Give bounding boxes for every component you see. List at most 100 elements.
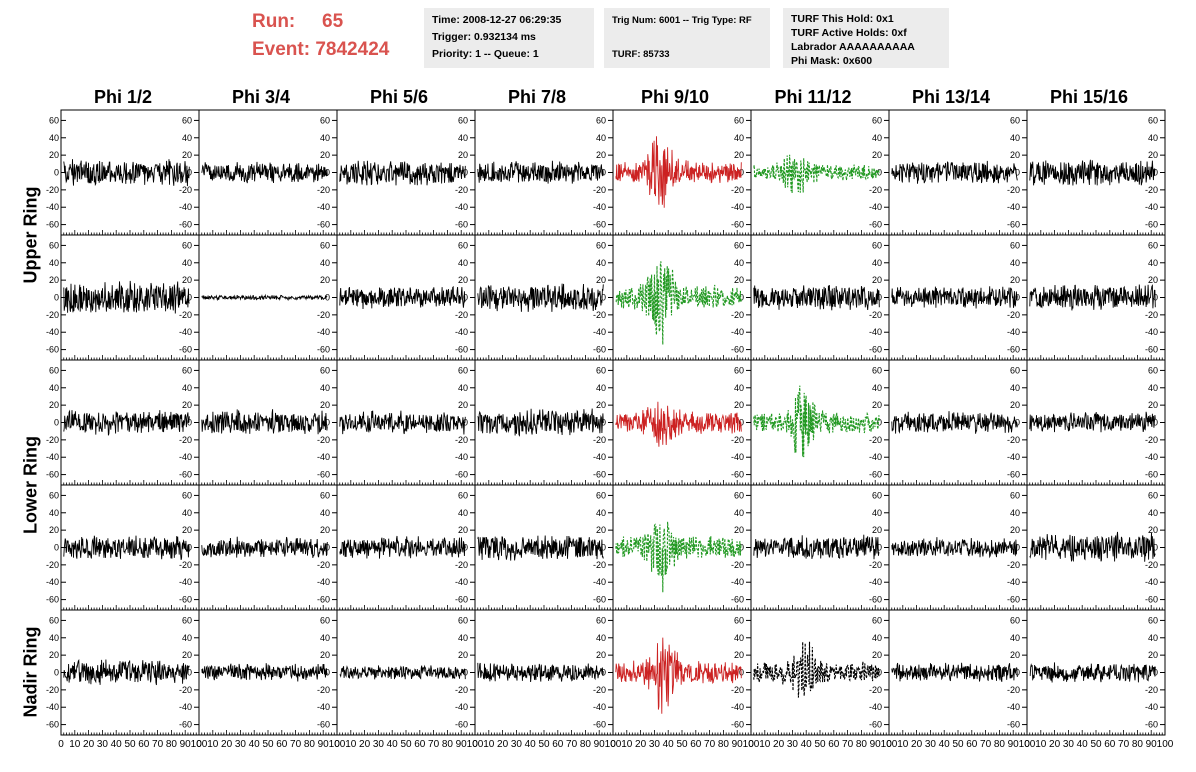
y-tick-label: 40: [49, 383, 59, 393]
y-tick-label: -60: [179, 470, 192, 480]
y-tick-label: 20: [596, 275, 606, 285]
x-tick-label: 0: [610, 739, 616, 750]
y-tick-label: 40: [1010, 508, 1020, 518]
waveform-trace: [1029, 283, 1156, 311]
y-tick-label: -60: [593, 470, 606, 480]
y-tick-label: -20: [593, 310, 606, 320]
waveform-trace: [891, 160, 1018, 184]
x-tick-label: 10: [759, 739, 771, 750]
x-tick-label: 10: [69, 739, 81, 750]
x-tick-label: 40: [111, 739, 123, 750]
y-tick-label: -20: [317, 310, 330, 320]
waveform-trace: [1029, 159, 1156, 186]
y-tick-label: -60: [455, 220, 468, 230]
y-tick-label: 40: [596, 258, 606, 268]
waveform-trace: [63, 280, 190, 314]
y-tick-label: 60: [1148, 240, 1158, 250]
y-tick-label: -60: [593, 220, 606, 230]
y-tick-label: -40: [1145, 202, 1158, 212]
y-tick-label: 20: [320, 275, 330, 285]
x-tick-label: 70: [980, 739, 992, 750]
waveform-trace: [477, 535, 604, 561]
y-tick-label: 40: [182, 133, 192, 143]
y-tick-label: -20: [179, 435, 192, 445]
y-tick-label: 40: [182, 508, 192, 518]
waveform-trace: [615, 401, 742, 447]
y-tick-label: -40: [455, 202, 468, 212]
y-tick-label: -20: [1007, 560, 1020, 570]
y-tick-label: -20: [455, 310, 468, 320]
y-tick-label: 20: [182, 275, 192, 285]
y-tick-label: 60: [734, 490, 744, 500]
y-tick-label: -40: [593, 452, 606, 462]
y-tick-label: 20: [734, 400, 744, 410]
y-tick-label: 40: [320, 258, 330, 268]
waveform-trace: [339, 160, 466, 186]
y-tick-label: -20: [593, 185, 606, 195]
y-tick-label: 60: [1148, 615, 1158, 625]
x-tick-label: 40: [525, 739, 537, 750]
y-tick-label: 60: [320, 365, 330, 375]
y-tick-label: 40: [182, 258, 192, 268]
x-tick-label: 10: [897, 739, 909, 750]
panel-frame: [612, 234, 752, 361]
x-tick-label: 90: [732, 739, 744, 750]
y-tick-label: 20: [1148, 525, 1158, 535]
y-tick-label: -20: [46, 435, 59, 445]
x-tick-label: 100: [191, 739, 208, 750]
y-tick-label: 0: [54, 668, 59, 678]
y-tick-label: 20: [458, 525, 468, 535]
y-tick-label: -60: [317, 470, 330, 480]
y-tick-label: 0: [1153, 168, 1158, 178]
y-tick-label: 20: [1010, 400, 1020, 410]
y-tick-label: -40: [593, 202, 606, 212]
panel-r4-c4: -60 -40 -20 0 20 40 60: [474, 484, 614, 611]
x-tick-label: 80: [442, 739, 454, 750]
panel-r1-c5: -60 -40 -20 0 20 40 60: [612, 109, 752, 236]
x-tick-label: 70: [152, 739, 164, 750]
y-tick-label: -20: [869, 560, 882, 570]
y-tick-label: 60: [734, 115, 744, 125]
waveform-trace: [201, 293, 328, 302]
x-tick-label: 10: [621, 739, 633, 750]
y-tick-label: -20: [593, 560, 606, 570]
y-tick-label: 0: [739, 418, 744, 428]
waveform-trace: [753, 285, 880, 311]
y-tick-label: 40: [49, 258, 59, 268]
y-tick-label: 0: [325, 668, 330, 678]
x-tick-label: 0: [334, 739, 340, 750]
x-tick-label: 80: [1132, 739, 1144, 750]
y-tick-label: 60: [872, 115, 882, 125]
y-tick-label: 60: [596, 490, 606, 500]
y-tick-label: 60: [1010, 365, 1020, 375]
y-tick-label: -60: [869, 470, 882, 480]
y-tick-label: 0: [463, 293, 468, 303]
waveform-trace: [891, 286, 1018, 309]
trig-info-box: Trig Num: 6001 -- Trig Type: RF TURF: 85…: [604, 8, 770, 68]
y-tick-label: -40: [317, 327, 330, 337]
y-tick-label: -20: [317, 435, 330, 445]
y-tick-label: -20: [46, 185, 59, 195]
y-tick-label: 60: [1148, 365, 1158, 375]
x-tick-label: 30: [787, 739, 799, 750]
y-tick-label: -20: [869, 185, 882, 195]
y-tick-label: 20: [1010, 650, 1020, 660]
y-tick-label: -60: [1007, 220, 1020, 230]
x-tick-label: 60: [966, 739, 978, 750]
y-tick-label: 0: [325, 418, 330, 428]
y-tick-label: -40: [1007, 327, 1020, 337]
y-tick-label: -60: [46, 595, 59, 605]
panel-r3-c1: -60 -60 -40 -40 -20 -20 0 0 20 20 40 40 60 60: [46, 359, 200, 486]
column-header-phi-3-4: Phi 3/4: [231, 87, 291, 107]
y-tick-label: -40: [869, 702, 882, 712]
y-tick-label: -60: [455, 470, 468, 480]
waveform-trace: [753, 534, 880, 560]
y-tick-label: 40: [458, 133, 468, 143]
y-tick-label: -40: [593, 702, 606, 712]
y-tick-label: -40: [869, 452, 882, 462]
turf-this-hold: TURF This Hold: 0x1: [791, 13, 894, 25]
x-tick-label: 0: [58, 739, 64, 750]
